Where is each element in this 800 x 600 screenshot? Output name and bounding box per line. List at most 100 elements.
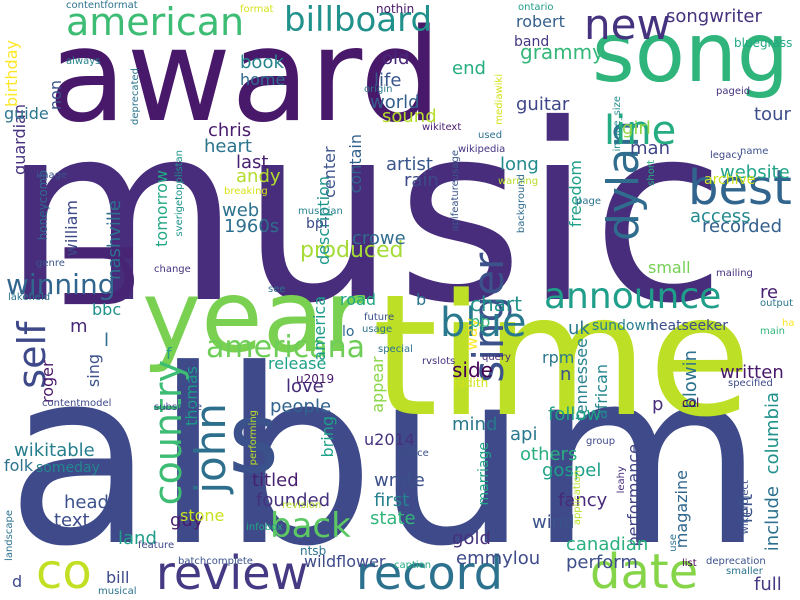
word-feature: feature: [138, 540, 174, 551]
word-nashville: nashville: [104, 200, 125, 280]
word-andy: andy: [236, 166, 281, 187]
word-roger: roger: [38, 360, 57, 403]
word-musician: musician: [298, 206, 343, 217]
word-batchcomplete: batchcomplete: [178, 556, 253, 567]
word-bill: bill: [106, 568, 130, 587]
word-p: p: [652, 394, 663, 415]
word-world: world: [370, 92, 420, 113]
word-blowin: blowin: [680, 350, 701, 409]
word-side: side: [452, 358, 493, 382]
word-bring: bring: [318, 416, 337, 457]
word-output: output: [760, 298, 793, 309]
word-judith: judith: [453, 376, 488, 390]
word-blue: blue: [440, 300, 526, 346]
word-u2014: u2014: [364, 430, 415, 449]
word-use: use: [668, 534, 679, 552]
word-heatseeker: heatseeker: [650, 318, 728, 334]
word-album: album: [6, 318, 764, 600]
word-tennessee: tennessee: [572, 338, 591, 421]
word-mind: mind: [452, 414, 497, 435]
word-group: group: [586, 436, 615, 447]
word-lo: lo: [342, 324, 354, 340]
word-d: d: [12, 572, 22, 591]
word-wikitable: wikitable: [14, 440, 95, 461]
word-back: back: [270, 506, 351, 546]
word-canadian: canadian: [566, 534, 648, 555]
word-name: name: [740, 146, 768, 157]
word-road: road: [340, 290, 376, 309]
word-smaller: smaller: [726, 566, 764, 577]
word-notice: notice: [398, 448, 429, 459]
word-recorded: recorded: [702, 216, 782, 237]
word-founded: founded: [256, 490, 330, 511]
word-co: co: [36, 544, 92, 600]
word-last: last: [236, 152, 268, 173]
word-appear: appear: [368, 356, 387, 413]
word-archive: archive: [704, 172, 755, 188]
word-marriage: marriage: [476, 442, 492, 505]
word-end: end: [452, 58, 486, 79]
word-infobox: infobox: [246, 522, 283, 533]
word-access: access: [690, 206, 751, 227]
word-thomas: thomas: [182, 366, 201, 426]
word-deprecation: deprecation: [706, 556, 766, 567]
word-self: self: [10, 320, 54, 389]
word-head: head: [64, 492, 109, 513]
word-sound: sound: [382, 106, 437, 127]
word-chart: chart: [470, 292, 522, 316]
word-line: line: [604, 108, 676, 154]
word-folk: folk: [4, 456, 34, 475]
word-new: new: [584, 0, 671, 49]
word-wind: wind: [532, 512, 575, 533]
word-john: john: [186, 403, 235, 495]
word-website: website: [720, 162, 790, 183]
word-crowe: crowe: [352, 228, 406, 249]
word-emmylou: emmylou: [456, 548, 540, 569]
word-deprecated: deprecated: [130, 68, 141, 125]
word-u2019: u2019: [296, 372, 334, 386]
word-include: include: [762, 486, 783, 551]
word-uk: uk: [568, 318, 590, 339]
word-life: life: [374, 70, 401, 91]
word-non: non: [46, 80, 65, 110]
word-america: america: [310, 296, 329, 361]
word-wildflower: wildflower: [304, 552, 386, 571]
word-leahy: leahy: [616, 466, 627, 493]
word-man: man: [630, 138, 670, 159]
word-used: used: [478, 130, 502, 141]
word-grammy: grammy: [520, 40, 604, 64]
word-legacy: legacy: [710, 150, 743, 161]
word-rain: rain: [404, 170, 439, 191]
word-people: people: [270, 396, 331, 417]
word-year: year: [142, 258, 366, 375]
word-subscribe: subscribe: [154, 402, 202, 413]
word-rpm: rpm: [542, 348, 574, 367]
word-bluegrass: bluegrass: [734, 36, 792, 50]
word-image-size: image_size: [612, 96, 623, 152]
word-ha: ha: [782, 318, 794, 329]
word-full: full: [754, 574, 782, 595]
word-performing: performing: [248, 410, 259, 465]
word-text: text: [54, 510, 90, 531]
word-best: best: [688, 160, 792, 216]
word-see: see: [268, 284, 286, 295]
word-n: n: [560, 364, 571, 385]
word-sverigetopplistan: sverigetopplistan: [174, 150, 185, 237]
word-future: future: [364, 312, 394, 323]
word-americana: americana: [206, 330, 365, 365]
word-book: book: [240, 52, 284, 73]
word-state: state: [370, 508, 416, 529]
word-web: web: [222, 200, 259, 221]
word-u: u: [18, 236, 162, 315]
word-land: land: [118, 528, 157, 549]
word-pageid: pageid: [716, 86, 750, 97]
word-honeycomb: honeycomb: [36, 170, 50, 240]
word-freedom: freedom: [566, 160, 585, 227]
word-api: api: [510, 424, 537, 445]
word-heart: heart: [204, 136, 252, 157]
word-billboard: billboard: [284, 0, 432, 40]
word-ontario: ontario: [518, 2, 554, 13]
word-mediawiki: mediawiki: [494, 74, 505, 125]
word-birthday: birthday: [2, 40, 21, 107]
